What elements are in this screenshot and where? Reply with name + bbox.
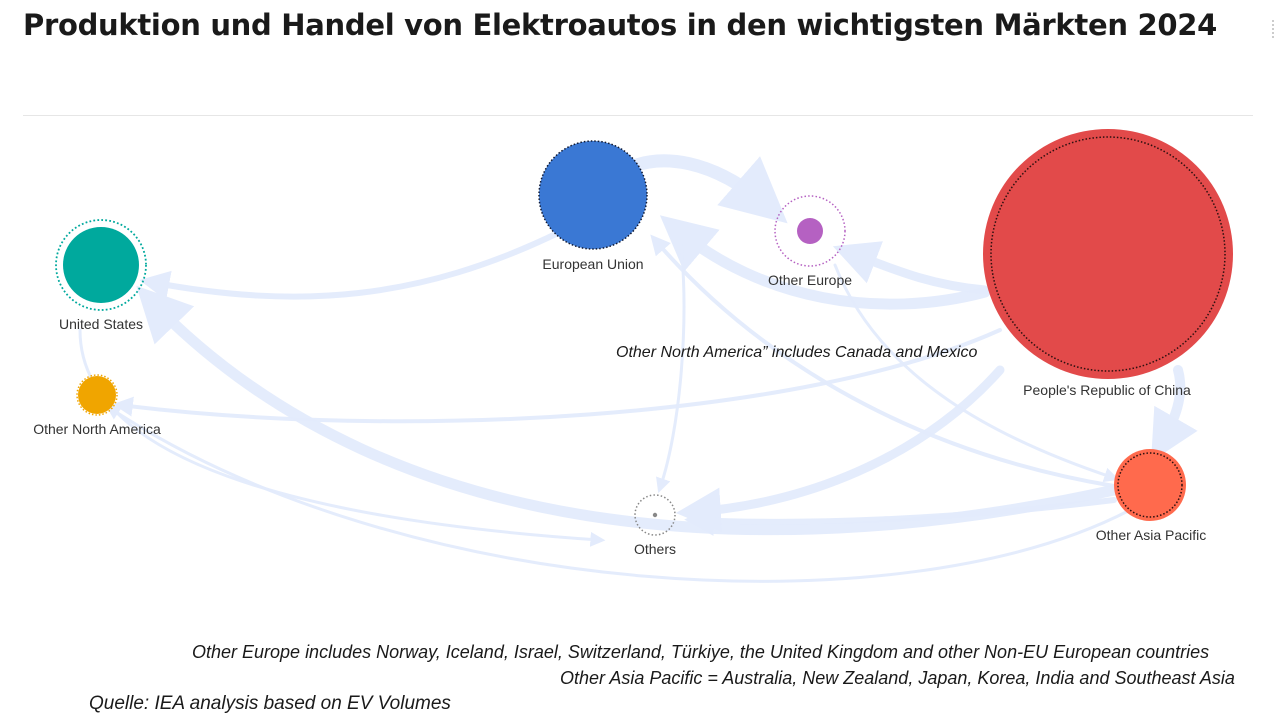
node-other-europe-ring xyxy=(774,195,846,267)
node-other-ap-circle xyxy=(1114,449,1186,521)
flow-other-europe-to-other-ap xyxy=(833,263,1120,483)
node-china-label: People's Republic of China xyxy=(1023,382,1191,398)
node-european-union[interactable]: European Union xyxy=(538,140,648,272)
corner-marker xyxy=(1272,20,1280,38)
page-title: Produktion und Handel von Elektroautos i… xyxy=(23,8,1217,42)
node-others[interactable]: Others xyxy=(634,494,676,557)
flow-other-ap-to-others xyxy=(684,497,1117,536)
node-other-ap-ring xyxy=(1117,452,1183,518)
node-united-states[interactable]: United States xyxy=(55,219,147,332)
node-eu-ring xyxy=(538,140,648,250)
flow-china-to-other-ap xyxy=(1151,365,1198,462)
node-other-ap-label: Other Asia Pacific xyxy=(1096,527,1207,543)
node-us-ring xyxy=(55,219,147,311)
node-other-asia-pacific[interactable]: Other Asia Pacific xyxy=(1096,449,1207,543)
node-other-europe-circle xyxy=(797,218,823,244)
title-divider xyxy=(23,115,1253,116)
node-other-na-label: Other North America xyxy=(33,421,161,437)
node-other-north-america[interactable]: Other North America xyxy=(33,374,161,437)
source-note: Quelle: IEA analysis based on EV Volumes xyxy=(89,693,451,714)
note-other-asia-pacific: Other Asia Pacific = Australia, New Zeal… xyxy=(560,668,1235,688)
node-eu-label: European Union xyxy=(542,256,643,272)
flow-china-to-other-europe xyxy=(832,241,990,295)
flow-china-to-eu xyxy=(659,215,991,310)
node-other-na-circle xyxy=(78,376,116,414)
node-other-europe[interactable]: Other Europe xyxy=(768,195,852,288)
node-other-na-ring xyxy=(76,374,118,416)
flow-arrows xyxy=(78,154,1198,583)
node-other-europe-label: Other Europe xyxy=(768,272,852,288)
note-other-north-america: Other North America” includes Canada and… xyxy=(616,344,978,361)
flow-china-to-other-na xyxy=(112,328,1002,424)
node-others-ring xyxy=(634,494,676,536)
node-others-dot xyxy=(652,512,658,518)
note-other-europe: Other Europe includes Norway, Iceland, I… xyxy=(192,642,1210,662)
node-china[interactable]: People's Republic of China xyxy=(983,129,1233,398)
node-china-circle xyxy=(983,129,1233,379)
flow-other-ap-to-eu xyxy=(650,234,1116,488)
node-china-ring xyxy=(990,136,1226,372)
flow-eu-to-us xyxy=(139,229,563,301)
flow-china-to-others xyxy=(675,365,1005,533)
node-others-label: Others xyxy=(634,541,676,557)
node-us-label: United States xyxy=(59,316,143,332)
node-eu-circle xyxy=(539,141,647,249)
node-us-circle xyxy=(63,227,139,303)
flow-other-ap-to-other-na xyxy=(105,405,1132,583)
